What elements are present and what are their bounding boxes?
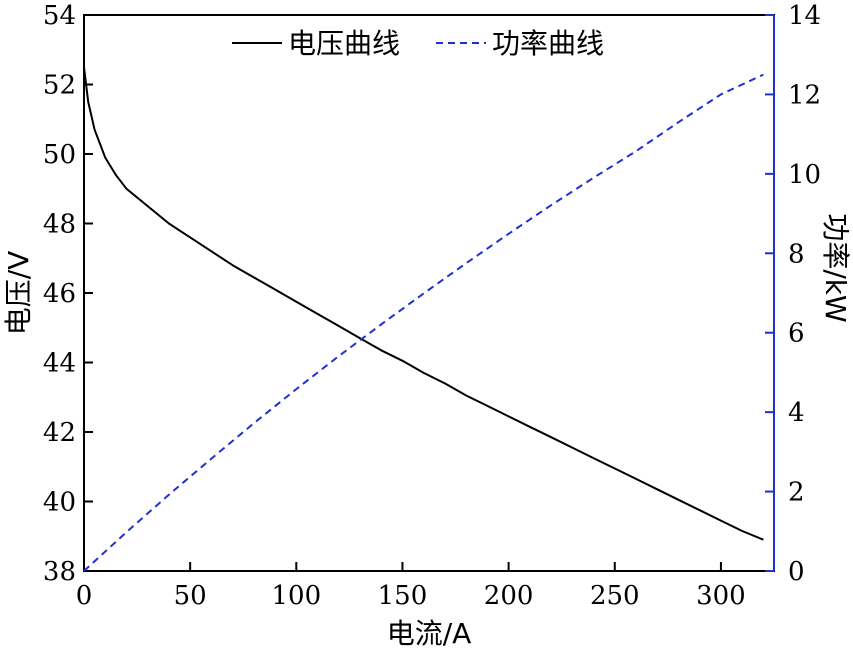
x-axis-title: 电流/A (387, 617, 472, 650)
series-line-voltage (83, 66, 764, 541)
legend: 电压曲线 功率曲线 (232, 27, 604, 60)
y-right-tick-label: 12 (788, 80, 821, 110)
y-left-tick-label: 48 (43, 210, 76, 240)
series-layer (83, 66, 764, 572)
y-left-tick-label: 38 (43, 557, 76, 587)
x-tick-label: 300 (696, 581, 746, 611)
y-right-axis-ticks: 0 2 4 6 8 10 12 14 (765, 1, 821, 587)
y-left-tick-label: 54 (43, 1, 76, 31)
legend-label-voltage: 电压曲线 (288, 27, 400, 60)
plot-frame (83, 14, 775, 572)
y-left-tick-label: 44 (43, 349, 76, 379)
y-right-tick-label: 14 (788, 1, 821, 31)
y-right-tick-label: 8 (788, 239, 805, 269)
series-line-power (83, 73, 764, 572)
x-tick-label: 250 (590, 581, 640, 611)
y-right-tick-label: 2 (788, 478, 805, 508)
y-right-tick-label: 6 (788, 319, 805, 349)
x-tick-label: 0 (76, 581, 93, 611)
x-tick-label: 150 (378, 581, 428, 611)
y-left-tick-label: 42 (43, 418, 76, 448)
y-left-axis-title: 电压/V (2, 251, 35, 336)
y-right-axis-title: 功率/kW (819, 213, 852, 322)
y-left-tick-label: 46 (43, 279, 76, 309)
y-left-tick-label: 50 (43, 140, 76, 170)
x-tick-label: 50 (174, 581, 207, 611)
legend-label-power: 功率曲线 (492, 27, 604, 60)
y-left-axis-ticks: 38 40 42 44 46 48 50 52 54 (43, 1, 93, 587)
y-left-tick-label: 52 (43, 71, 76, 101)
y-right-tick-label: 0 (788, 557, 805, 587)
x-axis-ticks: 0 50 100 150 200 250 300 (76, 562, 746, 611)
y-right-tick-label: 10 (788, 160, 821, 190)
y-left-tick-label: 40 (43, 488, 76, 518)
x-tick-label: 100 (271, 581, 321, 611)
y-right-tick-label: 4 (788, 398, 805, 428)
x-tick-label: 200 (484, 581, 534, 611)
